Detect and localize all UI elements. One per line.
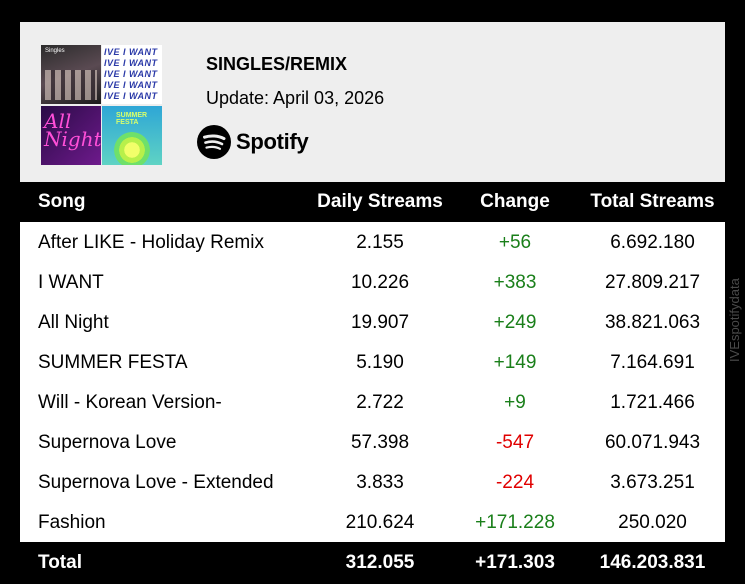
table-row: I WANT 10.226 +383 27.809.217 (20, 262, 725, 302)
song-title: After LIKE - Holiday Remix (38, 232, 264, 253)
column-header-total-streams: Total Streams (590, 191, 715, 212)
chart-card: Singles IVE I WANT IVE I WANT IVE I WANT… (20, 22, 725, 578)
table-row: After LIKE - Holiday Remix 2.155 +56 6.6… (20, 222, 725, 262)
table-header: Song Daily Streams Change Total Streams (20, 182, 725, 222)
table-row: Will - Korean Version- 2.722 +9 1.721.46… (20, 382, 725, 422)
total-streams: 6.692.180 (610, 232, 695, 253)
song-title: Supernova Love (38, 432, 177, 453)
spotify-icon (197, 125, 231, 159)
total-total-streams: 146.203.831 (599, 552, 706, 573)
total-streams: 38.821.063 (604, 312, 701, 333)
change-value: +56 (498, 232, 532, 253)
cover-line: IVE I WANT (104, 47, 158, 57)
spotify-logo: Spotify (197, 124, 309, 160)
header-panel: Singles IVE I WANT IVE I WANT IVE I WANT… (20, 22, 725, 182)
table-body: After LIKE - Holiday Remix 2.155 +56 6.6… (20, 222, 725, 542)
table-total-row: Total 312.055 +171.303 146.203.831 (20, 542, 725, 578)
cover-line: IVE I WANT (104, 80, 158, 90)
total-label: Total (38, 552, 82, 573)
column-header-daily-streams: Daily Streams (317, 191, 443, 212)
total-change: +171.303 (475, 552, 555, 573)
group-photo-image (45, 70, 97, 100)
change-value: +171.228 (475, 512, 555, 533)
cover-line: IVE I WANT (104, 91, 158, 101)
daily-streams: 2.722 (356, 392, 404, 413)
cover-text: All Night (44, 109, 101, 151)
total-streams: 3.673.251 (610, 472, 695, 493)
cover-tag: Singles (45, 48, 65, 54)
cover-line: IVE I WANT (104, 58, 158, 68)
table-row: Supernova Love - Extended 3.833 -224 3.6… (20, 462, 725, 502)
total-streams: 1.721.466 (610, 392, 695, 413)
column-header-change: Change (480, 191, 550, 212)
cover-ive-group: Singles (41, 45, 101, 104)
spotify-wordmark: Spotify (236, 129, 309, 154)
song-title: I WANT (38, 272, 104, 293)
change-value: -224 (495, 472, 535, 493)
cover-i-want: IVE I WANT IVE I WANT IVE I WANT IVE I W… (102, 45, 162, 104)
change-value: +383 (493, 272, 537, 293)
total-daily-streams: 312.055 (345, 552, 415, 573)
song-title: All Night (38, 312, 109, 333)
album-cover-grid: Singles IVE I WANT IVE I WANT IVE I WANT… (41, 45, 163, 165)
update-date: Update: April 03, 2026 (206, 88, 385, 108)
daily-streams: 2.155 (356, 232, 404, 253)
table-row: Supernova Love 57.398 -547 60.071.943 (20, 422, 725, 462)
song-title: SUMMER FESTA (38, 352, 188, 373)
table-row: SUMMER FESTA 5.190 +149 7.164.691 (20, 342, 725, 382)
total-streams: 60.071.943 (604, 432, 701, 453)
song-title: Supernova Love - Extended (38, 472, 274, 493)
daily-streams: 57.398 (350, 432, 410, 453)
column-header-song: Song (38, 191, 86, 212)
daily-streams: 19.907 (350, 312, 410, 333)
page-title: SINGLES/REMIX (206, 54, 348, 74)
table-row: All Night 19.907 +249 38.821.063 (20, 302, 725, 342)
cover-summer-festa: SUMMER FESTA (102, 106, 162, 165)
change-value: +9 (504, 392, 526, 413)
cover-text: SUMMER FESTA (116, 112, 148, 126)
change-value: -547 (495, 432, 535, 453)
total-streams: 250.020 (618, 512, 687, 533)
daily-streams: 3.833 (356, 472, 404, 493)
sun-graphic (114, 132, 150, 165)
daily-streams: 5.190 (356, 352, 404, 373)
change-value: +149 (493, 352, 537, 373)
total-streams: 27.809.217 (604, 272, 701, 293)
table-row: Fashion 210.624 +171.228 250.020 (20, 502, 725, 542)
total-streams: 7.164.691 (610, 352, 695, 373)
cover-line: IVE I WANT (104, 69, 158, 79)
song-title: Fashion (38, 512, 106, 533)
watermark: IVEspotifydata (727, 278, 742, 362)
daily-streams: 10.226 (350, 272, 410, 293)
cover-all-night: All Night (41, 106, 101, 165)
change-value: +249 (493, 312, 537, 333)
song-title: Will - Korean Version- (38, 392, 222, 413)
daily-streams: 210.624 (345, 512, 415, 533)
